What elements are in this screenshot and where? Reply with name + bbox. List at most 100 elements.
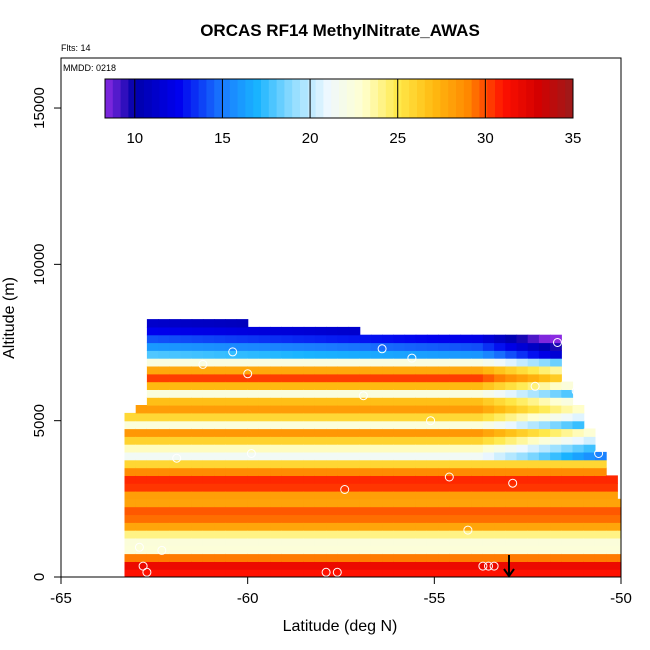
heatmap-cell (124, 444, 137, 453)
heatmap-cell (214, 545, 226, 555)
heatmap-cell (505, 514, 518, 523)
heatmap-cell (527, 397, 540, 406)
sample-point (172, 453, 182, 463)
heatmap-cell (191, 522, 204, 531)
heatmap-cell (527, 350, 540, 359)
heatmap-cell (359, 483, 372, 492)
heatmap-cell (169, 475, 182, 484)
heatmap-cell (326, 545, 338, 555)
heatmap-cell (505, 451, 518, 461)
colorbar-swatch (417, 79, 426, 118)
heatmap-cell (169, 569, 182, 577)
heatmap-cell (202, 342, 215, 351)
heatmap-cell (359, 420, 372, 430)
heatmap-cell (214, 319, 226, 328)
heatmap-cell (337, 561, 350, 570)
heatmap-cell (169, 326, 182, 336)
heatmap-cell (225, 381, 238, 390)
heatmap-cell (393, 373, 406, 383)
heatmap-cell (292, 350, 305, 359)
heatmap-cell (527, 514, 540, 523)
heatmap-cell (135, 545, 148, 555)
heatmap-cell (561, 545, 574, 555)
heatmap-cell (180, 530, 193, 539)
heatmap-cell (471, 428, 484, 437)
heatmap-cell (292, 475, 305, 484)
heatmap-cell (191, 545, 204, 555)
heatmap-cell (505, 467, 518, 476)
y-axis-label: Altitude (m) (1, 277, 18, 359)
heatmap-cell (482, 381, 495, 390)
heatmap-cell (550, 358, 562, 367)
heatmap-cell (370, 514, 383, 523)
heatmap-cell (214, 491, 226, 500)
heatmap-cell (180, 491, 193, 500)
heatmap-cell (494, 389, 506, 398)
heatmap-cell (158, 467, 170, 476)
heatmap-cell (449, 389, 462, 398)
heatmap-cell (247, 358, 260, 367)
heatmap-cell (617, 530, 621, 539)
heatmap-cell (270, 506, 282, 516)
heatmap-cell (393, 381, 406, 390)
heatmap-cell (326, 522, 338, 531)
heatmap-cell (247, 405, 260, 414)
heatmap-cell (214, 475, 226, 484)
heatmap-cell (594, 467, 607, 476)
heatmap-cell (382, 366, 394, 375)
heatmap-cell (561, 553, 574, 562)
heatmap-cell (438, 467, 450, 476)
heatmap-cell (124, 569, 137, 577)
heatmap-cell (550, 405, 562, 414)
heatmap-cell (281, 459, 294, 469)
heatmap-cell (460, 545, 473, 555)
heatmap-cell (326, 381, 338, 390)
heatmap-cell (258, 514, 271, 523)
heatmap-cell (471, 506, 484, 516)
heatmap-cell (191, 436, 204, 445)
heatmap-cell (303, 436, 316, 445)
heatmap-cell (471, 381, 484, 390)
heatmap-cell (482, 342, 495, 351)
heatmap-cell (326, 530, 338, 539)
heatmap-cell (247, 459, 260, 469)
heatmap-cell (370, 545, 383, 555)
heatmap-cell (135, 483, 148, 492)
heatmap-cell (146, 491, 159, 500)
heatmap-cell (460, 373, 473, 383)
heatmap-cell (494, 342, 506, 351)
heatmap-cell (158, 381, 170, 390)
heatmap-cell (180, 569, 193, 577)
heatmap-cell (382, 537, 394, 547)
heatmap-cell (314, 405, 327, 414)
heatmap-cell (303, 522, 316, 531)
heatmap-cell (146, 366, 159, 375)
heatmap-cell (270, 491, 282, 500)
heatmap-cell (505, 491, 518, 500)
heatmap-cell (225, 319, 238, 328)
heatmap-cell (471, 405, 484, 414)
heatmap-cell (359, 491, 372, 500)
heatmap-cell (225, 389, 238, 398)
heatmap-cell (471, 561, 484, 570)
heatmap-cell (337, 428, 350, 437)
heatmap-cell (303, 561, 316, 570)
heatmap-cell (538, 553, 551, 562)
colorbar-swatch (167, 79, 176, 118)
heatmap-cell (482, 428, 495, 437)
heatmap-cell (393, 397, 406, 406)
heatmap-cell (471, 342, 484, 351)
x-tick-label: -65 (50, 590, 72, 607)
heatmap-cell (359, 530, 372, 539)
heatmap-cell (303, 428, 316, 437)
heatmap-cell (348, 373, 361, 383)
heatmap-cell (382, 373, 394, 383)
heatmap-cell (382, 553, 394, 562)
heatmap-cell (606, 514, 618, 523)
heatmap-cell (494, 506, 506, 516)
heatmap-cell (135, 420, 148, 430)
heatmap-cell (303, 373, 316, 383)
heatmap-cell (449, 334, 462, 344)
heatmap-cell (572, 561, 585, 570)
heatmap-cell (449, 475, 462, 484)
